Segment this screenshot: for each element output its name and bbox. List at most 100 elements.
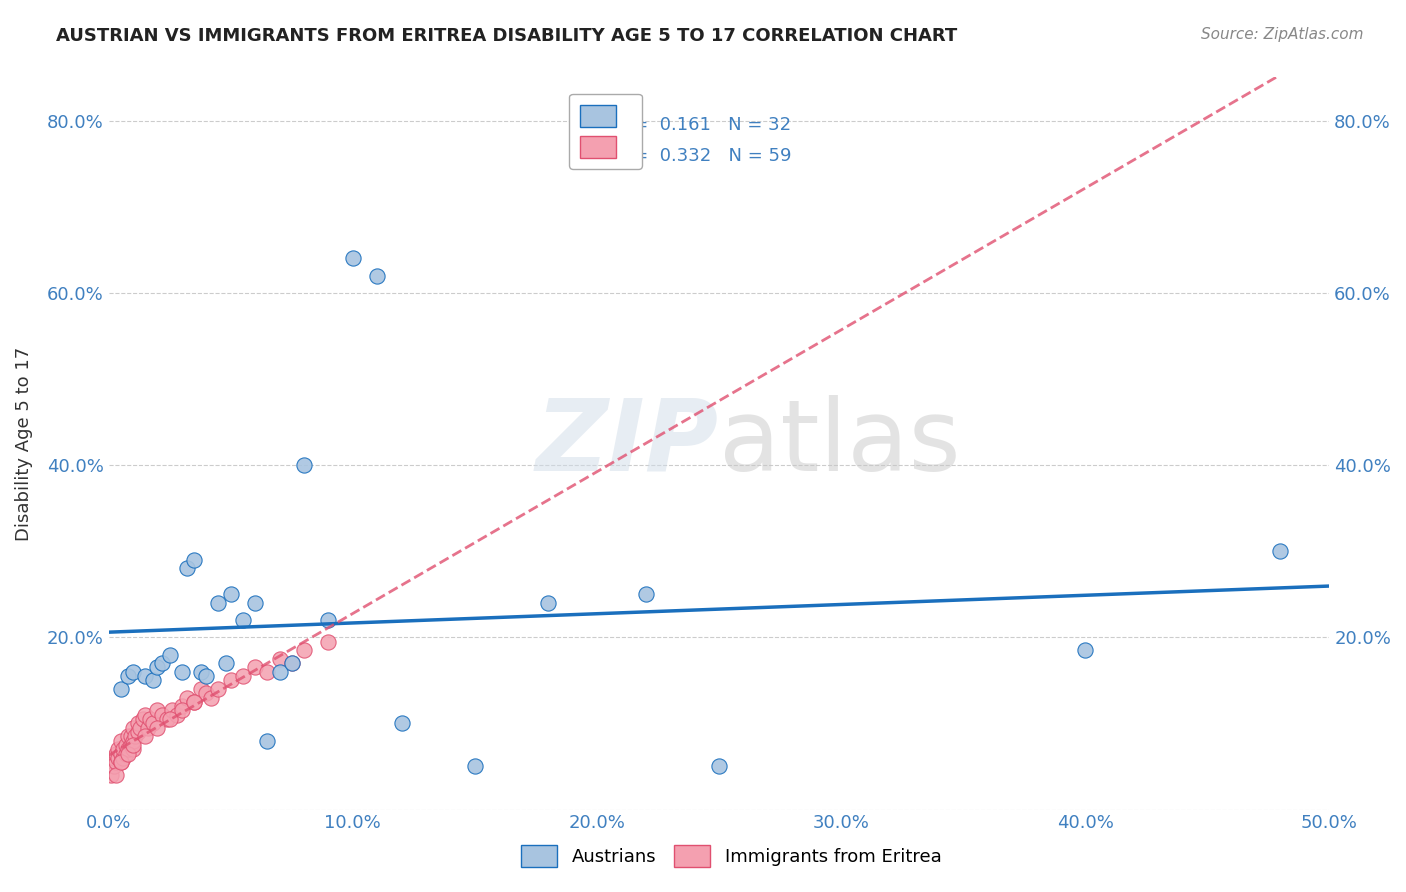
Point xyxy=(190,665,212,679)
Point xyxy=(280,656,302,670)
Text: R =  0.332   N = 59: R = 0.332 N = 59 xyxy=(616,147,792,165)
Point xyxy=(104,768,127,782)
Point xyxy=(129,721,152,735)
Point xyxy=(269,665,291,679)
Point xyxy=(124,729,146,743)
Point xyxy=(114,738,136,752)
Point xyxy=(134,707,156,722)
Point xyxy=(122,738,145,752)
Point xyxy=(176,690,198,705)
Point xyxy=(110,733,132,747)
Point xyxy=(117,669,139,683)
Point xyxy=(183,695,205,709)
Point xyxy=(183,695,205,709)
Point xyxy=(120,738,142,752)
Point xyxy=(120,729,142,743)
Point xyxy=(117,742,139,756)
Point xyxy=(104,747,127,761)
Point xyxy=(256,733,278,747)
Point xyxy=(243,596,266,610)
Point xyxy=(707,759,730,773)
Point xyxy=(146,660,169,674)
Point xyxy=(269,652,291,666)
Point xyxy=(159,712,181,726)
Point xyxy=(110,755,132,769)
Point xyxy=(170,704,193,718)
Point xyxy=(170,665,193,679)
Point xyxy=(122,665,145,679)
Text: atlas: atlas xyxy=(718,395,960,492)
Point xyxy=(166,707,188,722)
Point xyxy=(112,742,135,756)
Point xyxy=(146,704,169,718)
Point xyxy=(292,643,315,657)
Legend: Austrians, Immigrants from Eritrea: Austrians, Immigrants from Eritrea xyxy=(513,838,949,874)
Point xyxy=(104,755,127,769)
Point xyxy=(134,669,156,683)
Point xyxy=(110,747,132,761)
Point xyxy=(122,742,145,756)
Point xyxy=(136,721,159,735)
Point xyxy=(256,665,278,679)
Point xyxy=(292,458,315,472)
Point xyxy=(146,721,169,735)
Point xyxy=(243,660,266,674)
Point xyxy=(122,721,145,735)
Point xyxy=(139,712,162,726)
Point xyxy=(634,587,657,601)
Point xyxy=(100,768,122,782)
Point xyxy=(207,681,229,696)
Point xyxy=(464,759,486,773)
Point xyxy=(176,561,198,575)
Point xyxy=(391,716,413,731)
Text: ZIP: ZIP xyxy=(536,395,718,492)
Point xyxy=(114,747,136,761)
Point xyxy=(122,733,145,747)
Text: Source: ZipAtlas.com: Source: ZipAtlas.com xyxy=(1201,27,1364,42)
Point xyxy=(150,707,173,722)
Point xyxy=(342,252,364,266)
Point xyxy=(183,553,205,567)
Point xyxy=(112,751,135,765)
Point xyxy=(159,648,181,662)
Point xyxy=(232,669,254,683)
Point xyxy=(103,751,125,765)
Point xyxy=(219,673,242,688)
Point xyxy=(195,686,218,700)
Point xyxy=(103,759,125,773)
Point xyxy=(156,712,179,726)
Point xyxy=(232,613,254,627)
Point xyxy=(127,725,149,739)
Point xyxy=(110,755,132,769)
Legend: , : , xyxy=(569,94,641,169)
Point xyxy=(207,596,229,610)
Point xyxy=(1270,544,1292,558)
Point xyxy=(366,268,388,283)
Y-axis label: Disability Age 5 to 17: Disability Age 5 to 17 xyxy=(15,346,32,541)
Point xyxy=(190,681,212,696)
Point xyxy=(134,729,156,743)
Point xyxy=(150,656,173,670)
Point xyxy=(117,747,139,761)
Point xyxy=(200,690,222,705)
Point xyxy=(117,729,139,743)
Text: AUSTRIAN VS IMMIGRANTS FROM ERITREA DISABILITY AGE 5 TO 17 CORRELATION CHART: AUSTRIAN VS IMMIGRANTS FROM ERITREA DISA… xyxy=(56,27,957,45)
Point xyxy=(110,681,132,696)
Point xyxy=(318,634,340,648)
Point xyxy=(107,751,129,765)
Point xyxy=(132,712,155,726)
Point xyxy=(107,742,129,756)
Text: R =  0.161   N = 32: R = 0.161 N = 32 xyxy=(616,116,792,134)
Point xyxy=(170,699,193,714)
Point xyxy=(142,673,165,688)
Point xyxy=(1074,643,1097,657)
Point xyxy=(537,596,560,610)
Point xyxy=(215,656,238,670)
Point xyxy=(127,716,149,731)
Point xyxy=(280,656,302,670)
Point xyxy=(160,704,183,718)
Point xyxy=(219,587,242,601)
Point xyxy=(318,613,340,627)
Point xyxy=(142,716,165,731)
Point xyxy=(195,669,218,683)
